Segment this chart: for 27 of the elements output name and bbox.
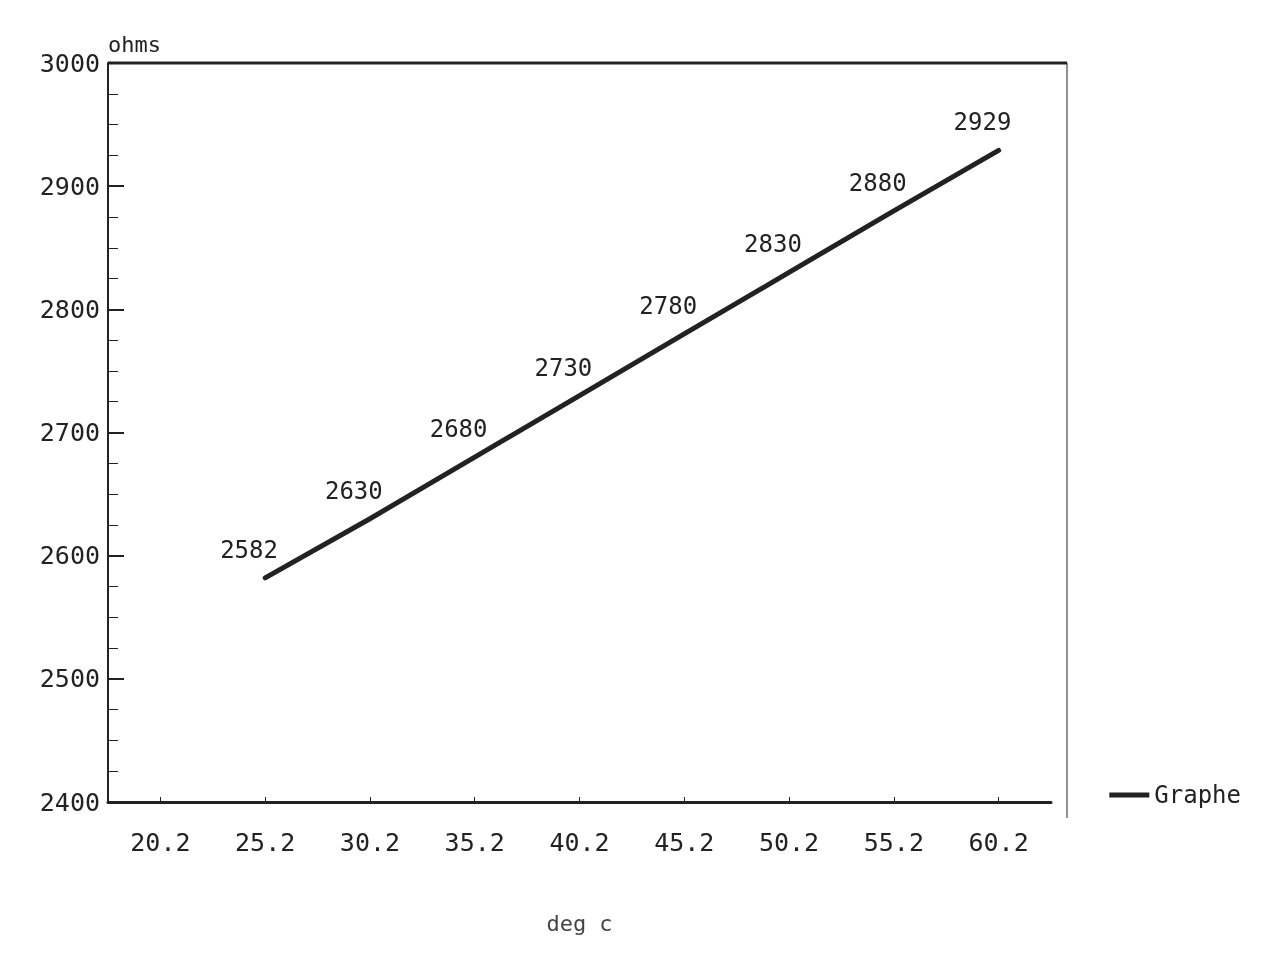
data-label: 2582	[220, 535, 278, 564]
data-label: 2880	[848, 168, 907, 197]
x-tick-label: 60.2	[968, 828, 1029, 857]
legend-label: Graphe	[1154, 781, 1242, 809]
y-axis-title: ohms	[108, 31, 161, 57]
y-tick-label: 2400	[39, 787, 100, 817]
y-tick-label: 2700	[39, 418, 100, 447]
x-tick-label: 50.2	[758, 828, 820, 857]
x-tick-label: 35.2	[444, 828, 505, 857]
x-tick-label: 25.2	[235, 828, 296, 857]
data-label: 2929	[953, 108, 1012, 137]
data-label: 2630	[324, 476, 383, 505]
y-tick-label: 3000	[39, 48, 100, 78]
data-label: 2780	[639, 291, 698, 320]
data-label: 2680	[429, 415, 488, 444]
x-tick-label: 55.2	[863, 828, 924, 857]
x-axis-title: deg c	[546, 910, 613, 936]
y-tick-label: 2500	[39, 664, 100, 694]
y-tick-label: 2900	[39, 171, 100, 201]
data-label: 2730	[534, 353, 593, 382]
data-label: 2830	[744, 230, 802, 259]
y-tick-label: 2600	[39, 541, 100, 571]
x-tick-label: 30.2	[339, 828, 401, 857]
y-tick-label: 2800	[39, 294, 100, 324]
x-tick-label: 45.2	[654, 828, 715, 857]
x-tick-label: 40.2	[549, 828, 610, 857]
x-tick-label: 20.2	[130, 828, 191, 857]
